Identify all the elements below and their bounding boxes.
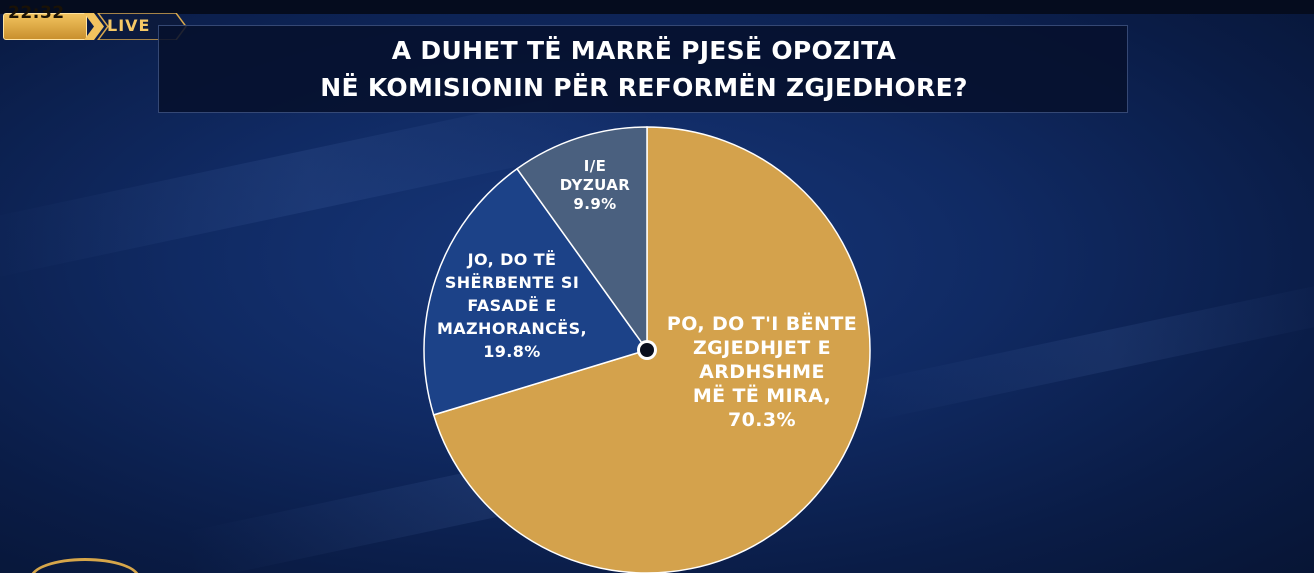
pie-label-line: MË TË MIRA, (693, 383, 831, 407)
poll-question-line-1: A DUHET TË MARRË PJESË OPOZITA (391, 36, 897, 65)
pie-value-label: 9.9% (573, 195, 616, 213)
pie-labels: PO, DO T'I BËNTE ZGJEDHJET E ARDHSHME MË TË… (437, 157, 857, 431)
pie-label-line: JO, DO TË (467, 250, 557, 269)
pie-slice-jo (423, 167, 649, 416)
pie-center-dot (640, 343, 654, 357)
pie-label-jo: JO, DO TË SHËRBENTE SI FASADË E MAZHORANCËS… (437, 250, 587, 361)
top-bar (0, 0, 1314, 14)
chevron-right-icon (84, 13, 104, 40)
pie-label-dyzuar: I/E DYZUAR 9.9% (560, 157, 630, 213)
live-label: LIVE (107, 16, 151, 35)
pie-label-po: PO, DO T'I BËNTE ZGJEDHJET E ARDHSHME MË TË… (667, 311, 857, 431)
broadcast-time: 22:32 (8, 3, 65, 23)
poll-question-line-2: NË KOMISIONIN PËR REFORMËN ZGJEDHORE? (320, 73, 968, 102)
pie-label-line: I/E (584, 157, 607, 175)
poll-question-box: A DUHET TË MARRË PJESË OPOZITA NË KOMISI… (158, 25, 1128, 113)
pie-label-line: MAZHORANCËS, (437, 319, 587, 338)
pie-label-line: SHËRBENTE SI (445, 273, 579, 292)
pie-slice-dyzuar (516, 126, 648, 353)
pie-value-label: 70.3% (728, 409, 796, 431)
pie-label-line: ZGJEDHJET E (693, 337, 831, 359)
pie-label-line: FASADË E (467, 296, 556, 315)
pie-label-line: ARDHSHME (699, 361, 825, 383)
pie-label-line: DYZUAR (560, 176, 630, 194)
pie-label-line: PO, DO T'I BËNTE (667, 311, 857, 335)
time-badge (3, 13, 87, 40)
pie-value-label: 19.8% (483, 342, 541, 361)
